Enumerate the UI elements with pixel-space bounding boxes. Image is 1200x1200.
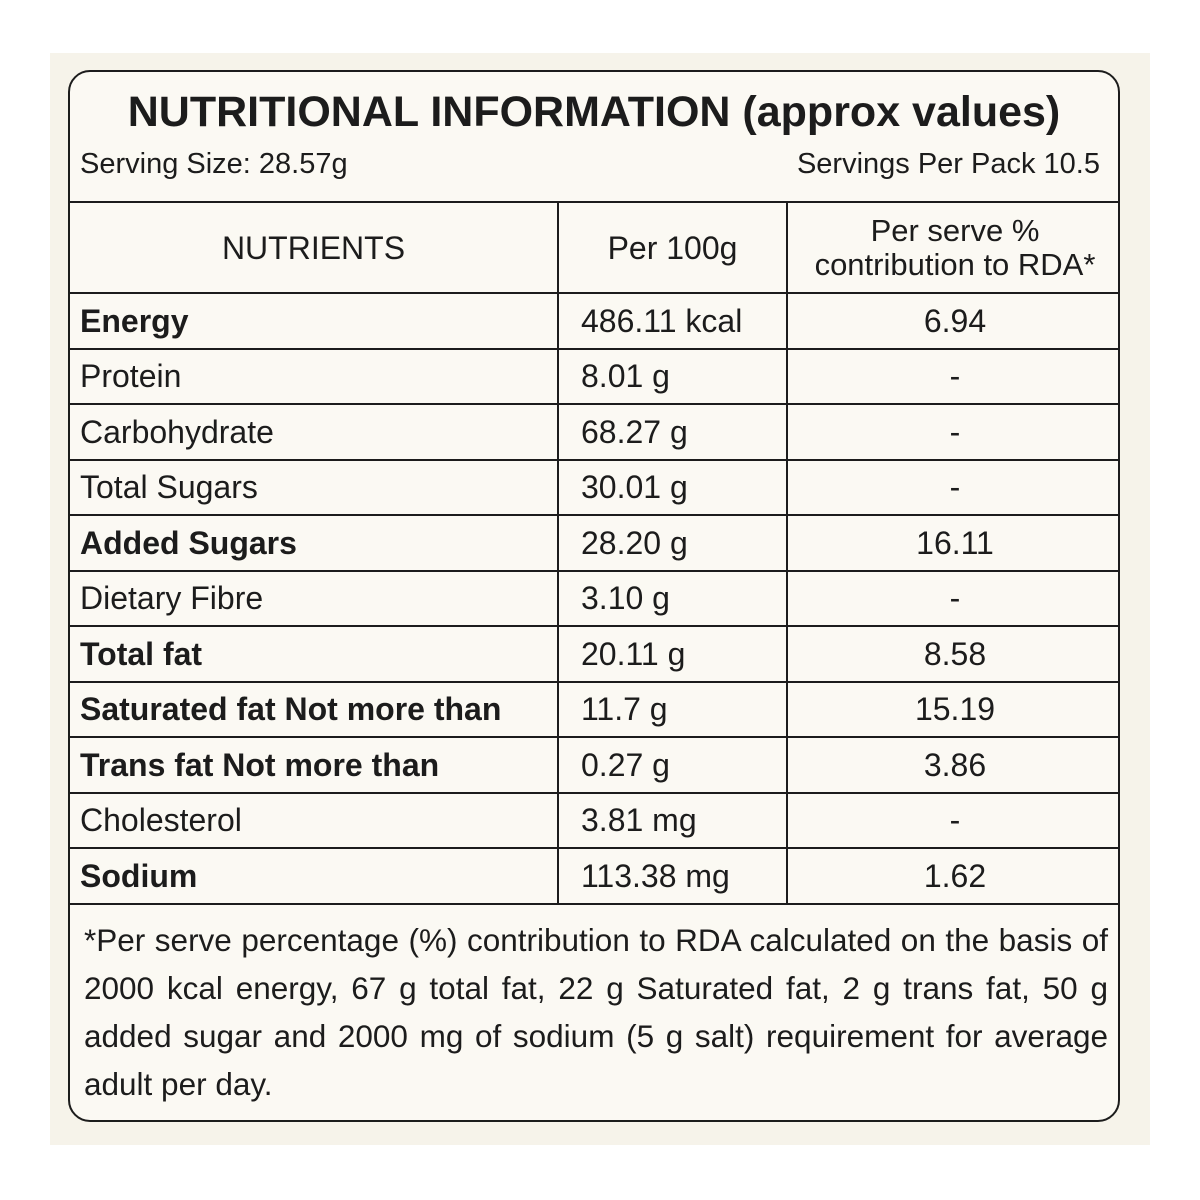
table-row: Carbohydrate 68.27 g- — [70, 403, 1118, 461]
rda-value: 8.58 — [786, 625, 1118, 683]
rda-value: - — [786, 791, 1118, 849]
nutrient-name: Protein — [70, 347, 559, 405]
table-row: Total fat 20.11 g 8.58 — [70, 625, 1118, 683]
rda-value: 3.86 — [786, 736, 1118, 794]
nutrient-name: Sodium — [70, 847, 559, 905]
per-100g-value: 8.01 g — [557, 347, 788, 405]
nutrient-name: Carbohydrate — [70, 403, 559, 461]
nutrient-name: Total fat — [70, 625, 559, 683]
nutrition-label: NUTRITIONAL INFORMATION (approx values) … — [68, 70, 1120, 1122]
table-row: Dietary Fibre 3.10 g- — [70, 569, 1118, 627]
table-row: Total Sugars 30.01 g- — [70, 458, 1118, 516]
rda-value: - — [786, 569, 1118, 627]
servings-per-pack: Servings Per Pack 10.5 — [796, 148, 1100, 180]
per-100g-value: 113.38 mg — [557, 847, 788, 905]
table-row: Trans fat Not more than 0.27 g 3.86 — [70, 736, 1118, 794]
table-row: Energy 486.11 kcal 6.94 — [70, 292, 1118, 350]
rda-value: - — [786, 458, 1118, 516]
per-100g-value: 3.81 mg — [557, 791, 788, 849]
table-row: Protein 8.01 g- — [70, 347, 1118, 405]
nutrient-name: Trans fat Not more than — [70, 736, 559, 794]
rda-value: 6.94 — [786, 292, 1118, 350]
rda-value: 16.11 — [786, 514, 1118, 572]
per-100g-value: 28.20 g — [557, 514, 788, 572]
rda-value: 15.19 — [786, 680, 1118, 738]
rda-value: - — [786, 347, 1118, 405]
rda-value: 1.62 — [786, 847, 1118, 905]
table-row: Cholesterol 3.81 mg - — [70, 791, 1118, 849]
per-100g-value: 0.27 g — [557, 736, 788, 794]
table-row: Saturated fat Not more than 11.7 g 15.19 — [70, 680, 1118, 738]
per-100g-value: 486.11 kcal — [557, 292, 788, 350]
per-100g-value: 30.01 g — [557, 458, 788, 516]
header-rda: Per serve % contribution to RDA* — [786, 201, 1118, 294]
per-100g-value: 11.7 g — [557, 680, 788, 738]
nutrient-name: Total Sugars — [70, 458, 559, 516]
rda-value: - — [786, 403, 1118, 461]
per-100g-value: 3.10 g — [557, 569, 788, 627]
nutrient-name: Saturated fat Not more than — [70, 680, 559, 738]
nutrient-name: Added Sugars — [70, 514, 559, 572]
nutrient-name: Energy — [70, 292, 559, 350]
nutrient-rows: Energy 486.11 kcal 6.94 Protein 8.01 g - Carbo… — [70, 292, 1118, 905]
nutrient-name: Cholesterol — [70, 791, 559, 849]
nutrient-name: Dietary Fibre — [70, 569, 559, 627]
serving-size: Serving Size: 28.57g — [80, 148, 348, 180]
table-header-row: NUTRIENTS Per 100g Per serve % contribut… — [70, 201, 1118, 294]
label-title: NUTRITIONAL INFORMATION (approx values) — [127, 88, 1061, 136]
per-100g-value: 68.27 g — [557, 403, 788, 461]
header-per-100g: Per 100g — [557, 201, 788, 294]
per-100g-value: 20.11 g — [557, 625, 788, 683]
rda-footnote: *Per serve percentage (%) contribution t… — [84, 922, 1108, 1102]
nutrition-table: NUTRIENTS Per 100g Per serve % contribut… — [70, 201, 1118, 905]
table-row: Added Sugars 28.20 g 16.11 — [70, 514, 1118, 572]
header-nutrients: NUTRIENTS — [70, 201, 559, 294]
table-row: Sodium 113.38 mg 1.62 — [70, 847, 1118, 905]
